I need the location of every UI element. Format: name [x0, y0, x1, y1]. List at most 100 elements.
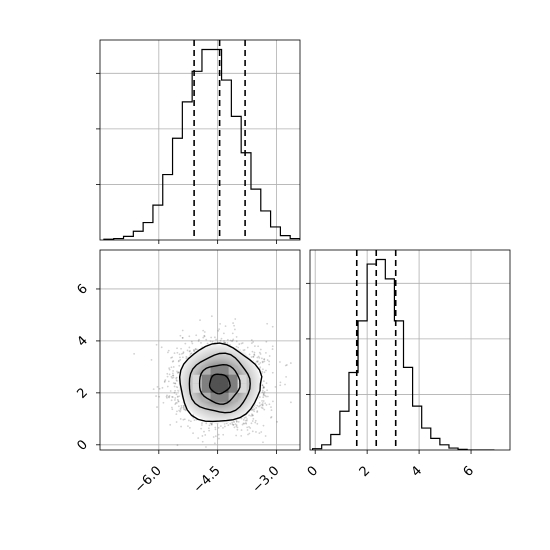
density-cell	[210, 383, 220, 393]
scatter-point	[235, 420, 238, 423]
scatter-point	[235, 434, 238, 437]
scatter-point	[214, 435, 217, 438]
scatter-point	[262, 386, 265, 388]
scatter-point	[227, 424, 230, 427]
scatter-point	[170, 356, 172, 359]
scatter-point	[246, 429, 249, 431]
scatter-point	[261, 399, 263, 402]
scatter-point	[171, 396, 174, 398]
scatter-point	[256, 356, 259, 359]
scatter-point	[188, 346, 191, 349]
scatter-point	[182, 418, 185, 421]
scatter-point	[253, 345, 256, 348]
scatter-point	[259, 348, 262, 351]
scatter-point	[166, 375, 169, 378]
joint-density-panel: −6.0 −4.5 −3.0 0 2 4 6	[75, 249, 301, 496]
scatter-point	[174, 382, 177, 385]
scatter-point	[259, 404, 262, 407]
scatter-point	[231, 340, 233, 343]
scatter-point	[250, 342, 253, 345]
scatter-point	[261, 360, 264, 363]
scatter-point	[175, 393, 178, 396]
scatter-point	[180, 347, 182, 350]
scatter-point	[270, 416, 272, 419]
scatter-point	[174, 402, 177, 404]
scatter-point	[161, 386, 164, 389]
scatter-point	[262, 441, 264, 444]
scatter-point	[181, 337, 184, 339]
histogram-bar	[280, 236, 290, 240]
histogram-bar	[143, 223, 153, 240]
scatter-point	[203, 331, 206, 333]
histogram-bar	[153, 205, 163, 240]
scatter-point	[170, 399, 173, 402]
scatter-point	[268, 360, 271, 363]
scatter-point	[264, 394, 266, 397]
scatter-point	[179, 409, 182, 411]
scatter-point	[209, 340, 212, 343]
scatter-point	[261, 391, 264, 394]
scatter-point	[265, 340, 268, 343]
scatter-point	[233, 426, 236, 429]
histogram-bar	[261, 211, 271, 240]
scatter-point	[180, 406, 183, 409]
scatter-point	[263, 358, 265, 361]
density-cell	[237, 383, 247, 393]
scatter-point	[171, 395, 173, 398]
histogram-bar	[367, 264, 376, 450]
scatter-point	[235, 336, 238, 338]
scatter-point	[152, 388, 155, 391]
scatter-point	[264, 402, 267, 405]
scatter-point	[197, 437, 200, 439]
scatter-point	[220, 337, 223, 340]
scatter-point	[254, 419, 257, 422]
scatter-point	[173, 352, 176, 355]
histogram-bar	[271, 227, 281, 240]
scatter-point	[181, 356, 184, 359]
scatter-point	[246, 346, 249, 349]
scatter-point	[236, 428, 239, 431]
scatter-point	[256, 360, 259, 362]
density-cell	[192, 383, 202, 393]
scatter-point	[168, 373, 171, 376]
scatter-point	[264, 435, 267, 437]
joint-data	[133, 315, 292, 448]
scatter-point	[232, 338, 235, 341]
scatter-point	[237, 420, 240, 423]
histogram-bar	[331, 435, 340, 450]
scatter-point	[265, 395, 268, 398]
scatter-point	[191, 342, 194, 345]
scatter-point	[253, 353, 256, 356]
histogram-bar	[202, 50, 212, 240]
histogram-bar	[422, 428, 431, 450]
scatter-point	[252, 409, 254, 411]
scatter-point	[177, 360, 180, 363]
scatter-point	[207, 427, 210, 430]
scatter-point	[172, 382, 175, 384]
scatter-point	[246, 426, 249, 429]
scatter-point	[172, 360, 175, 362]
scatter-point	[166, 385, 169, 388]
scatter-point	[158, 387, 161, 390]
scatter-point	[247, 433, 249, 436]
scatter-point	[229, 339, 232, 342]
scatter-point	[176, 380, 178, 382]
scatter-point	[167, 395, 170, 398]
scatter-point	[179, 356, 181, 359]
scatter-point	[258, 356, 261, 359]
scatter-point	[279, 381, 282, 384]
scatter-point	[170, 366, 173, 369]
scatter-point	[236, 426, 239, 429]
scatter-point	[186, 349, 189, 352]
histogram-bar	[173, 138, 183, 240]
scatter-point	[174, 382, 176, 385]
scatter-point	[175, 413, 178, 415]
scatter-point	[254, 421, 257, 424]
density-cell	[228, 365, 238, 375]
scatter-point	[197, 340, 200, 342]
scatter-point	[214, 428, 217, 431]
scatter-point	[261, 370, 264, 373]
scatter-point	[214, 426, 217, 429]
contour-line	[178, 342, 263, 423]
scatter-point	[176, 410, 178, 413]
